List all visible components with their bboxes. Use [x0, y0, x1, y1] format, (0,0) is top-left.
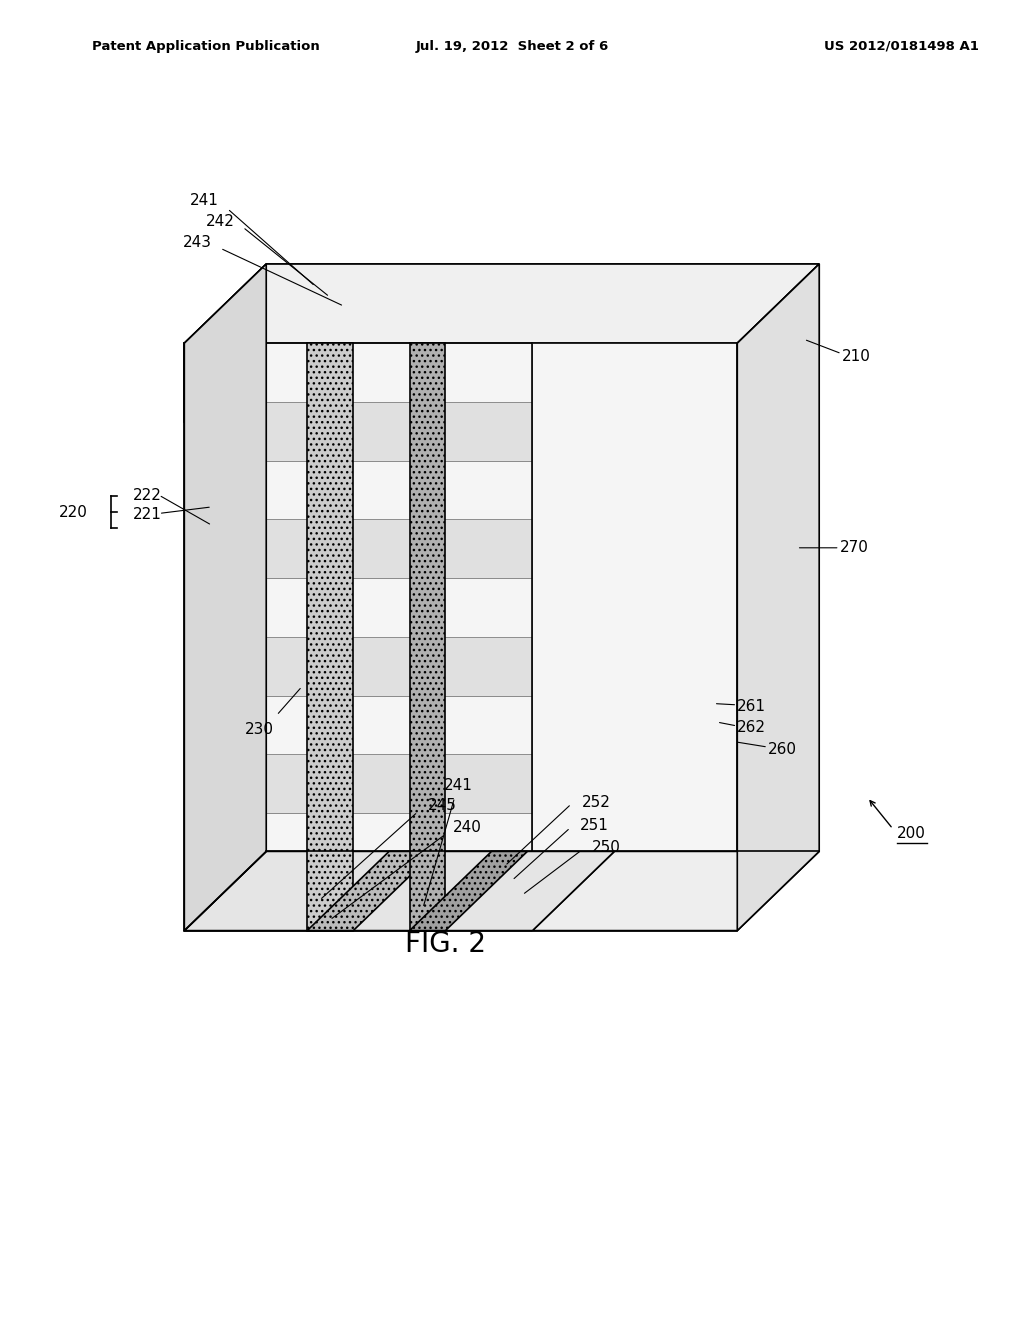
Polygon shape	[184, 343, 532, 401]
Text: 242: 242	[206, 214, 234, 230]
Text: 262: 262	[737, 719, 766, 735]
Polygon shape	[184, 813, 532, 873]
Text: FIG. 2: FIG. 2	[404, 929, 486, 958]
Text: 251: 251	[580, 817, 608, 833]
Polygon shape	[410, 851, 527, 931]
Polygon shape	[184, 461, 532, 519]
Polygon shape	[307, 343, 353, 931]
Polygon shape	[532, 343, 737, 931]
Text: 221: 221	[133, 507, 162, 523]
Text: 243: 243	[183, 235, 212, 251]
Text: 241: 241	[190, 193, 219, 209]
Polygon shape	[737, 264, 819, 422]
Polygon shape	[184, 638, 532, 696]
Text: US 2012/0181498 A1: US 2012/0181498 A1	[823, 40, 979, 53]
Polygon shape	[184, 343, 737, 422]
Text: 230: 230	[245, 722, 273, 738]
Polygon shape	[737, 264, 819, 931]
Text: Patent Application Publication: Patent Application Publication	[92, 40, 319, 53]
Polygon shape	[184, 696, 532, 755]
Polygon shape	[184, 264, 266, 931]
Text: 220: 220	[59, 504, 88, 520]
Text: 270: 270	[840, 540, 868, 556]
Text: 241: 241	[444, 777, 473, 793]
Text: 260: 260	[768, 742, 797, 758]
Polygon shape	[307, 851, 435, 931]
Text: 245: 245	[428, 797, 457, 813]
Polygon shape	[737, 264, 819, 422]
Polygon shape	[410, 343, 445, 931]
Text: 250: 250	[592, 840, 621, 855]
Polygon shape	[532, 851, 819, 931]
Text: 200: 200	[897, 826, 926, 841]
Polygon shape	[184, 401, 532, 461]
Text: 222: 222	[133, 487, 162, 503]
Polygon shape	[184, 755, 532, 813]
Polygon shape	[184, 851, 614, 931]
Text: 210: 210	[842, 348, 870, 364]
Polygon shape	[184, 873, 532, 931]
Text: 261: 261	[737, 698, 766, 714]
Polygon shape	[184, 264, 819, 343]
Polygon shape	[184, 578, 532, 638]
Text: 252: 252	[582, 795, 610, 810]
Text: 240: 240	[453, 820, 481, 836]
Text: Jul. 19, 2012  Sheet 2 of 6: Jul. 19, 2012 Sheet 2 of 6	[416, 40, 608, 53]
Polygon shape	[184, 519, 532, 578]
Polygon shape	[184, 264, 819, 343]
